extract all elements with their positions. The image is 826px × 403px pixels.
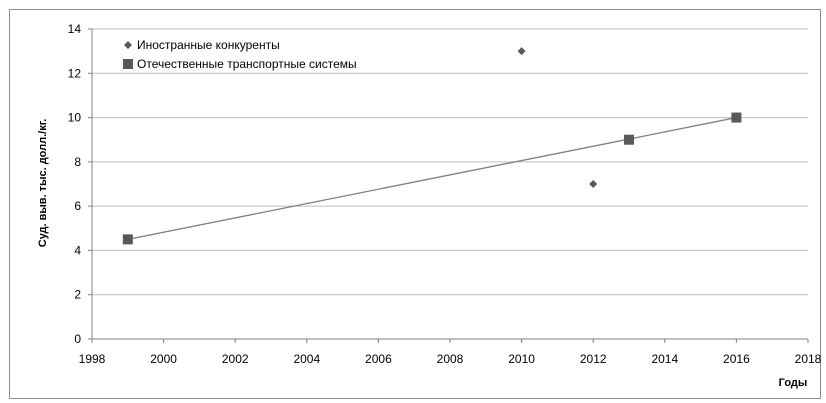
point-diamond [517, 47, 526, 56]
x-tick-label: 2018 [795, 352, 822, 366]
chart-frame [9, 9, 821, 399]
y-tick-labels: 0 2 4 6 8 10 12 14 [68, 22, 82, 346]
y-tick-label: 10 [68, 111, 82, 125]
point-square [122, 234, 133, 245]
y-tick-label: 14 [68, 22, 82, 36]
legend-marker-square-icon [123, 59, 133, 69]
x-tick-label: 2006 [365, 352, 392, 366]
x-axis-title: Годы [779, 377, 808, 389]
y-axis-title: Суд. выв. тыс. долл./кг. [37, 119, 49, 247]
point-square [731, 112, 742, 123]
legend: Иностранные конкуренты Отечественные тра… [123, 38, 357, 71]
y-tick-label: 12 [68, 66, 82, 80]
y-tick-label: 8 [74, 155, 81, 169]
y-tick-label: 0 [74, 332, 81, 346]
x-tick-label: 2002 [222, 352, 249, 366]
x-tick-labels: 1998 2000 2002 2004 2006 2008 2010 2012 2014 2016… [79, 352, 822, 366]
y-tick-label: 4 [74, 243, 81, 257]
legend-label-domestic: Отечественные транспортные системы [137, 57, 357, 71]
point-diamond [589, 180, 598, 188]
trendline-layer [127, 116, 737, 240]
x-tick-label: 2008 [437, 352, 464, 366]
data-points [122, 47, 742, 245]
axes [91, 29, 809, 343]
x-tick-label: 2000 [150, 352, 177, 366]
point-square [624, 134, 634, 145]
x-tick-label: 1998 [79, 352, 106, 366]
y-tick-label: 2 [74, 288, 81, 302]
x-tick-label: 2016 [723, 352, 750, 366]
gridlines [88, 28, 808, 340]
legend-label-foreign: Иностранные конкуренты [137, 38, 280, 52]
y-tick-label: 6 [74, 199, 81, 213]
legend-marker-diamond-icon [124, 41, 132, 49]
trendline [127, 116, 737, 240]
x-tick-label: 2010 [508, 352, 535, 366]
x-tick-label: 2004 [293, 352, 320, 366]
x-tick-label: 2012 [580, 352, 607, 366]
x-tick-label: 2014 [651, 352, 678, 366]
